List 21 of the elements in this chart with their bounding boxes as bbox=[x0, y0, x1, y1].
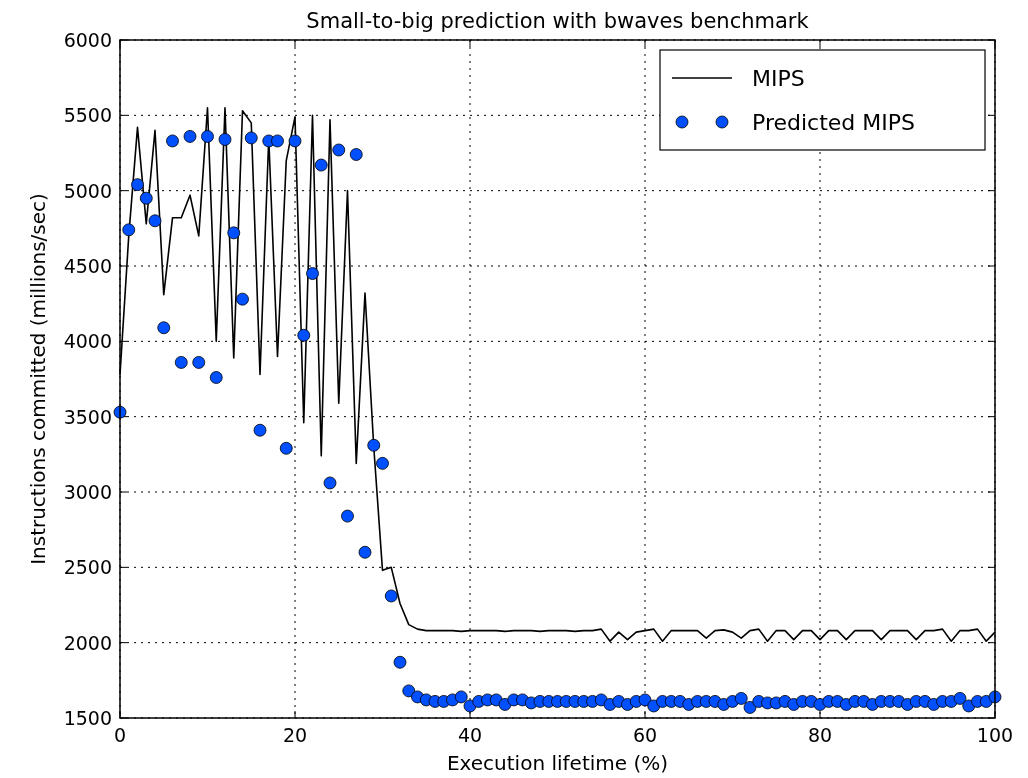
chart-title: Small-to-big prediction with bwaves benchmark bbox=[306, 9, 810, 33]
y-tick-label: 3000 bbox=[63, 481, 112, 503]
x-tick-label: 100 bbox=[976, 724, 1014, 746]
x-tick-label: 40 bbox=[457, 724, 483, 746]
y-tick-label: 3500 bbox=[63, 405, 112, 428]
y-tick-label: 5000 bbox=[63, 179, 112, 202]
x-tick-label: 80 bbox=[807, 724, 833, 746]
x-axis-title: Execution lifetime (%) bbox=[446, 751, 669, 775]
x-tick-label: 0 bbox=[113, 724, 127, 746]
legend-label: Predicted MIPS bbox=[752, 110, 915, 135]
y-tick-label: 2500 bbox=[63, 556, 112, 579]
x-tick-label: 60 bbox=[632, 724, 658, 746]
y-tick-label: 1500 bbox=[63, 707, 112, 729]
y-tick-label: 4500 bbox=[63, 255, 112, 277]
y-tick-label: 2000 bbox=[63, 631, 112, 654]
y-tick-label: 5500 bbox=[63, 104, 112, 127]
x-tick-label: 20 bbox=[282, 724, 308, 746]
y-tick-label: 4000 bbox=[63, 330, 112, 353]
y-axis-title: Instructions committed (millions/sec) bbox=[26, 193, 50, 565]
y-tick-label: 6000 bbox=[63, 29, 112, 51]
legend-label: MIPS bbox=[752, 66, 805, 91]
